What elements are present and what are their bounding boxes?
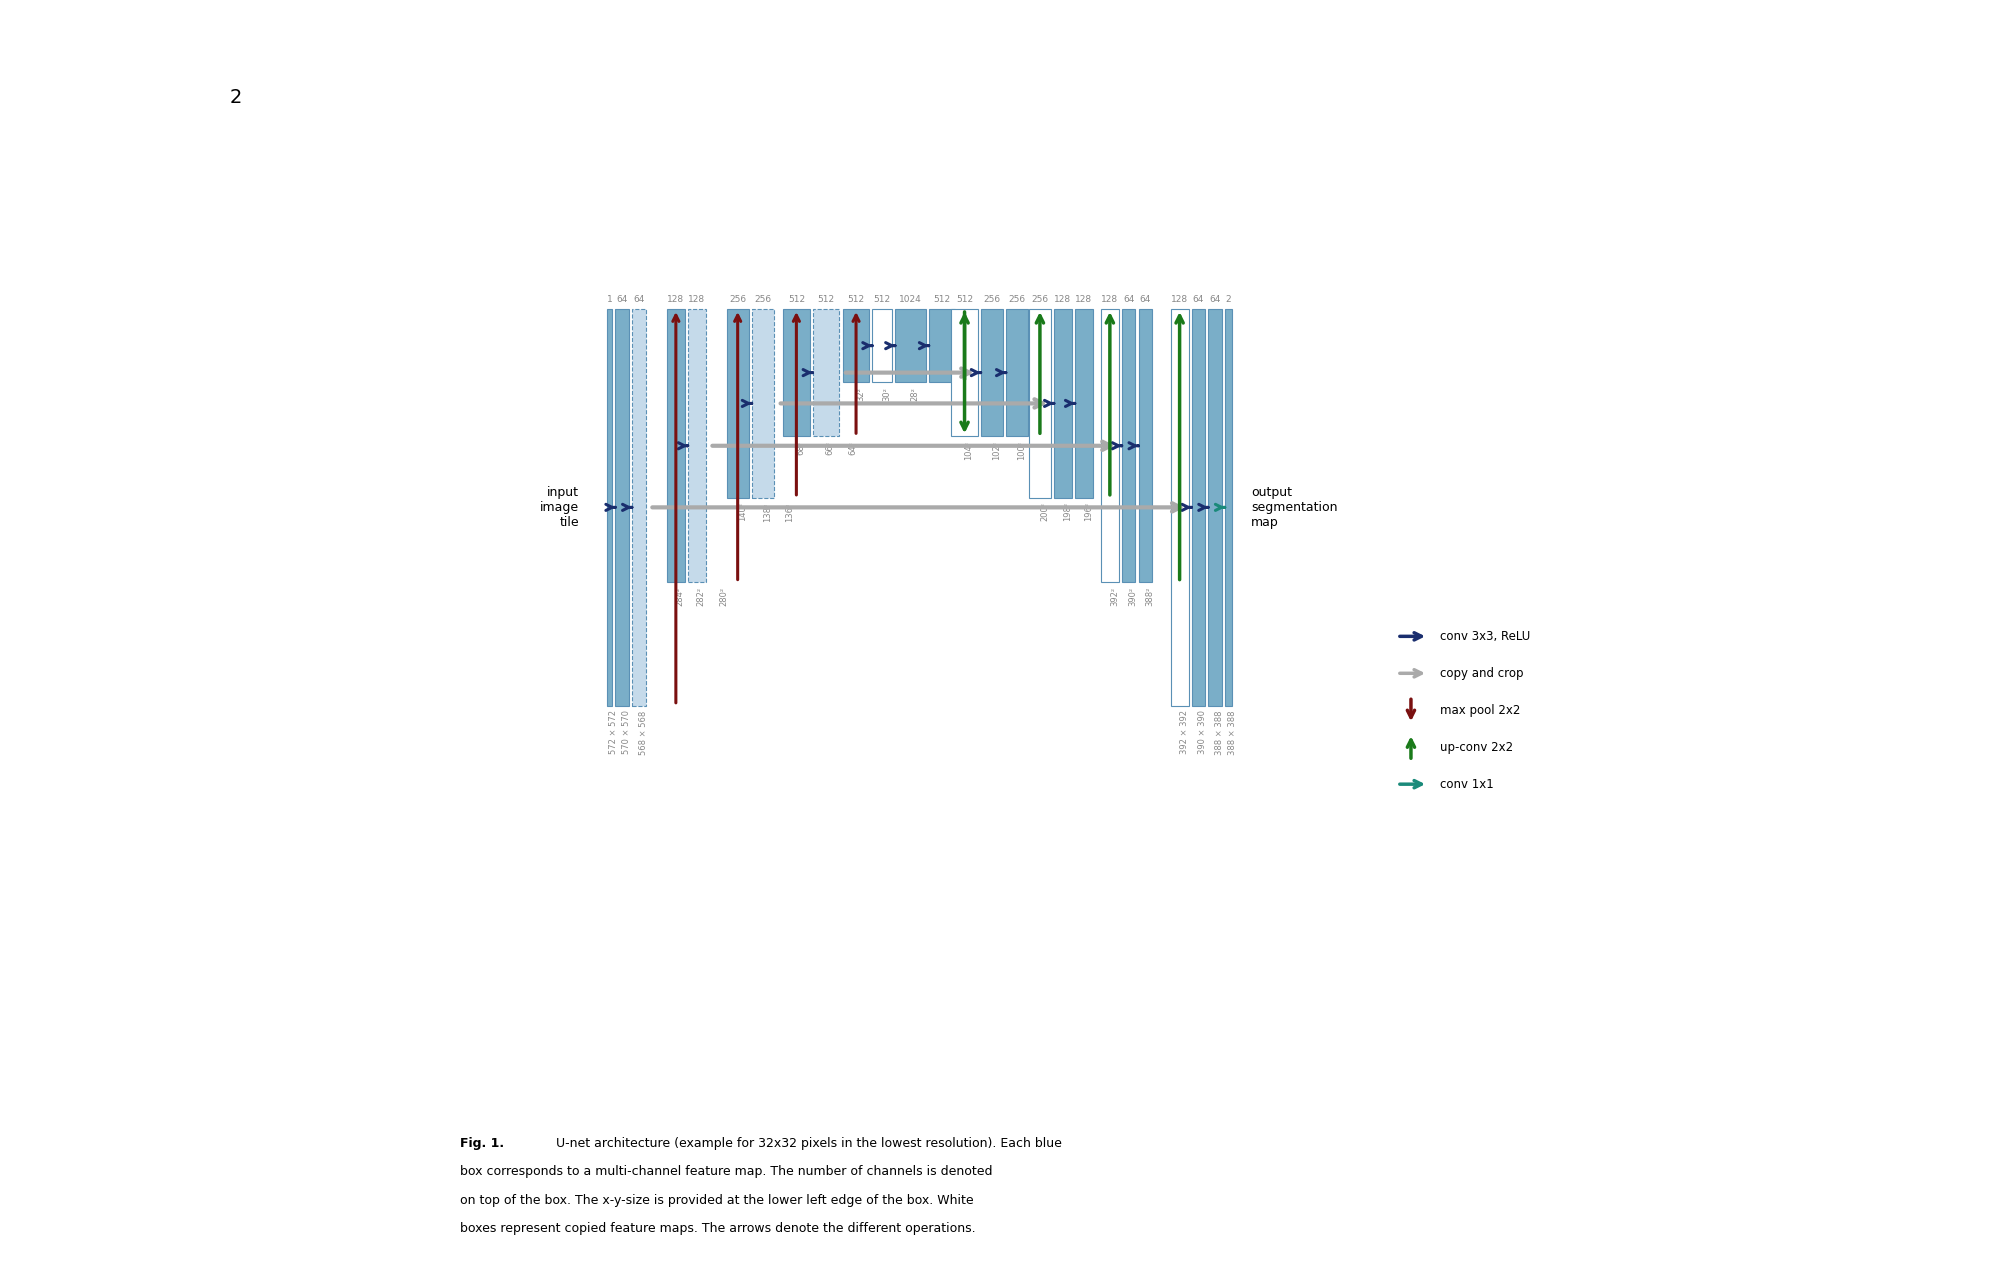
Text: 66²: 66² bbox=[826, 441, 834, 455]
Text: 28²: 28² bbox=[910, 387, 920, 401]
Text: 390²: 390² bbox=[1128, 588, 1138, 606]
Text: 64: 64 bbox=[616, 294, 628, 303]
Text: 256: 256 bbox=[754, 294, 772, 303]
Text: 512: 512 bbox=[848, 294, 864, 303]
Text: 128: 128 bbox=[1054, 294, 1072, 303]
Bar bbox=[1138, 309, 1152, 583]
Text: 64: 64 bbox=[1122, 294, 1134, 303]
Text: 512: 512 bbox=[818, 294, 834, 303]
Bar bbox=[606, 309, 612, 706]
Bar bbox=[784, 309, 810, 436]
Text: 284²: 284² bbox=[676, 588, 684, 606]
Text: 256: 256 bbox=[1008, 294, 1026, 303]
Bar bbox=[896, 309, 926, 382]
Text: 128: 128 bbox=[1102, 294, 1118, 303]
Bar bbox=[726, 309, 748, 498]
Text: 256: 256 bbox=[1032, 294, 1048, 303]
Text: 256: 256 bbox=[984, 294, 1000, 303]
Text: 282²: 282² bbox=[696, 588, 706, 606]
Text: 198²: 198² bbox=[1062, 503, 1072, 522]
Text: input
image
tile: input image tile bbox=[540, 486, 580, 529]
Text: 512: 512 bbox=[934, 294, 950, 303]
Bar bbox=[752, 309, 774, 498]
Text: 512: 512 bbox=[956, 294, 974, 303]
Bar bbox=[1170, 309, 1188, 706]
Text: 64²: 64² bbox=[848, 441, 858, 455]
Text: 390 × 390: 390 × 390 bbox=[1198, 710, 1208, 755]
Text: 572 × 572: 572 × 572 bbox=[610, 710, 618, 755]
Text: 256: 256 bbox=[730, 294, 746, 303]
Text: 392²: 392² bbox=[1110, 588, 1118, 606]
Text: conv 3x3, ReLU: conv 3x3, ReLU bbox=[1440, 630, 1530, 643]
Text: 128: 128 bbox=[1172, 294, 1188, 303]
Text: U-net architecture (example for 32x32 pixels in the lowest resolution). Each blu: U-net architecture (example for 32x32 pi… bbox=[552, 1137, 1062, 1150]
Text: 388 × 388: 388 × 388 bbox=[1228, 710, 1238, 755]
Text: 104²: 104² bbox=[964, 441, 974, 460]
Bar bbox=[812, 309, 840, 436]
Bar bbox=[688, 309, 706, 583]
Text: 64: 64 bbox=[1192, 294, 1204, 303]
Bar bbox=[1006, 309, 1028, 436]
Text: 128: 128 bbox=[688, 294, 706, 303]
Text: 1024: 1024 bbox=[900, 294, 922, 303]
Text: 64: 64 bbox=[1210, 294, 1220, 303]
Bar bbox=[1028, 309, 1050, 498]
Text: 2: 2 bbox=[230, 87, 242, 107]
Text: 64: 64 bbox=[1140, 294, 1152, 303]
Bar bbox=[1054, 309, 1072, 498]
Text: Fig. 1.: Fig. 1. bbox=[460, 1137, 504, 1150]
Text: 102²: 102² bbox=[992, 441, 1000, 460]
Bar bbox=[1122, 309, 1136, 583]
Text: 30²: 30² bbox=[882, 387, 892, 401]
Text: 128: 128 bbox=[1076, 294, 1092, 303]
Text: 136²: 136² bbox=[786, 503, 794, 522]
Bar bbox=[616, 309, 628, 706]
Text: 1: 1 bbox=[606, 294, 612, 303]
Text: on top of the box. The x-y-size is provided at the lower left edge of the box. W: on top of the box. The x-y-size is provi… bbox=[460, 1193, 974, 1206]
Text: 140²: 140² bbox=[738, 503, 746, 521]
Bar bbox=[666, 309, 684, 583]
Text: conv 1x1: conv 1x1 bbox=[1440, 778, 1494, 791]
Bar bbox=[872, 309, 892, 382]
Text: 388²: 388² bbox=[1146, 588, 1154, 607]
Text: max pool 2x2: max pool 2x2 bbox=[1440, 703, 1520, 716]
Text: 128: 128 bbox=[668, 294, 684, 303]
Text: box corresponds to a multi-channel feature map. The number of channels is denote: box corresponds to a multi-channel featu… bbox=[460, 1165, 992, 1178]
Text: 196²: 196² bbox=[1084, 503, 1092, 522]
Text: 2: 2 bbox=[1226, 294, 1232, 303]
Text: output
segmentation
map: output segmentation map bbox=[1252, 486, 1338, 529]
Text: 388 × 388: 388 × 388 bbox=[1216, 710, 1224, 755]
Text: 512: 512 bbox=[874, 294, 890, 303]
Text: 32²: 32² bbox=[856, 387, 866, 401]
Text: 568 × 568: 568 × 568 bbox=[638, 710, 648, 755]
Bar bbox=[980, 309, 1002, 436]
Bar bbox=[1192, 309, 1206, 706]
Bar bbox=[952, 309, 978, 436]
Bar bbox=[632, 309, 646, 706]
Text: 280²: 280² bbox=[720, 588, 728, 606]
Text: 64: 64 bbox=[634, 294, 644, 303]
Text: 200²: 200² bbox=[1040, 503, 1048, 521]
Text: 100²: 100² bbox=[1018, 441, 1026, 460]
Bar bbox=[842, 309, 870, 382]
Bar bbox=[1224, 309, 1232, 706]
Text: 512: 512 bbox=[788, 294, 804, 303]
Text: 570 × 570: 570 × 570 bbox=[622, 710, 632, 755]
Text: boxes represent copied feature maps. The arrows denote the different operations.: boxes represent copied feature maps. The… bbox=[460, 1222, 976, 1235]
Bar bbox=[928, 309, 956, 382]
Text: 392 × 392: 392 × 392 bbox=[1180, 710, 1188, 755]
Bar bbox=[1100, 309, 1118, 583]
Text: copy and crop: copy and crop bbox=[1440, 667, 1524, 680]
Bar bbox=[1208, 309, 1222, 706]
Text: 138²: 138² bbox=[762, 503, 772, 522]
Bar bbox=[1074, 309, 1092, 498]
Text: 68²: 68² bbox=[796, 441, 806, 455]
Text: up-conv 2x2: up-conv 2x2 bbox=[1440, 741, 1512, 754]
